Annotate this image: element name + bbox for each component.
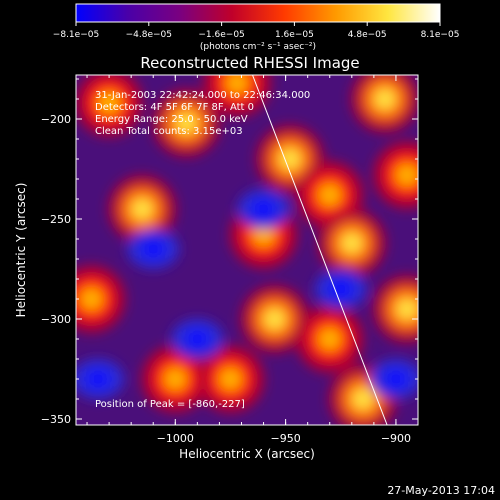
- source-peak: [175, 112, 198, 134]
- colorbar-ticks: −8.1e−05 −4.8e−05 −1.6e−05 1.6e−05 4.8e−05 8.…: [53, 22, 460, 40]
- colorbar-tick-label: 4.8e−05: [348, 30, 387, 40]
- y-tick-label: −250: [41, 213, 71, 226]
- source-peak: [340, 232, 363, 254]
- faint-region-core: [86, 370, 111, 388]
- source-peak: [226, 75, 249, 94]
- image-area: [76, 75, 418, 425]
- source-peak: [80, 288, 103, 310]
- annotation-time: 31-Jan-2003 22:42:24.000 to 22:46:34.000: [95, 90, 310, 101]
- colorbar-tick-label: −1.6e−05: [198, 30, 244, 40]
- source-peak: [318, 328, 341, 350]
- faint-region-core: [141, 240, 166, 258]
- source-peak: [164, 368, 187, 390]
- colorbar-unit-label: (photons cm⁻² s⁻¹ asec⁻²): [200, 42, 316, 52]
- source-peak: [395, 164, 418, 186]
- colorbar: [75, 3, 441, 23]
- source-peak: [263, 308, 286, 330]
- source-peak: [131, 198, 154, 220]
- footer-timestamp: 27-May-2013 17:04: [387, 484, 495, 497]
- faint-region-core: [383, 370, 408, 388]
- x-tick-label: −950: [271, 432, 301, 445]
- y-tick-label: −200: [41, 113, 71, 126]
- x-axis-label: Heliocentric X (arcsec): [179, 447, 315, 461]
- plot-frame: [75, 74, 419, 426]
- y-axis-label: Heliocentric Y (arcsec): [14, 183, 28, 318]
- y-axis-ticks: −200 −250 −300 −350: [41, 78, 418, 426]
- faint-region-core: [185, 330, 210, 348]
- source-peak: [219, 368, 242, 390]
- faint-region-core: [251, 200, 276, 218]
- colorbar-tick-label: −4.8e−05: [126, 30, 172, 40]
- annotation-counts: Clean Total counts: 3.15e+03: [95, 126, 243, 137]
- source-peak: [279, 148, 302, 170]
- source-peak: [351, 388, 374, 410]
- source-peak: [373, 88, 396, 110]
- colorbar-tick-label: −8.1e−05: [53, 30, 99, 40]
- source-peak: [318, 184, 341, 206]
- colorbar-tick-label: 8.1e−05: [421, 30, 460, 40]
- source-peak: [252, 224, 275, 246]
- annotation-detectors: Detectors: 4F 5F 6F 7F 8F, Att 0: [95, 102, 254, 113]
- source-peak: [98, 92, 121, 114]
- source-peak: [395, 298, 418, 320]
- x-tick-label: −1000: [157, 432, 194, 445]
- x-tick-label: −900: [381, 432, 411, 445]
- solar-limb-line: [252, 75, 388, 425]
- x-axis-ticks: −1000 −950 −900: [86, 75, 419, 445]
- peak-position-label: Position of Peak = [-860,-227]: [95, 399, 245, 410]
- colorbar-tick-label: 1.6e−05: [275, 30, 314, 40]
- y-tick-label: −350: [41, 413, 71, 426]
- heatmap-blobs: [76, 75, 418, 425]
- y-tick-label: −300: [41, 313, 71, 326]
- chart-title: Reconstructed RHESSI Image: [140, 54, 359, 72]
- annotation-energy: Energy Range: 25.0 - 50.0 keV: [95, 114, 248, 125]
- faint-region-core: [328, 280, 353, 298]
